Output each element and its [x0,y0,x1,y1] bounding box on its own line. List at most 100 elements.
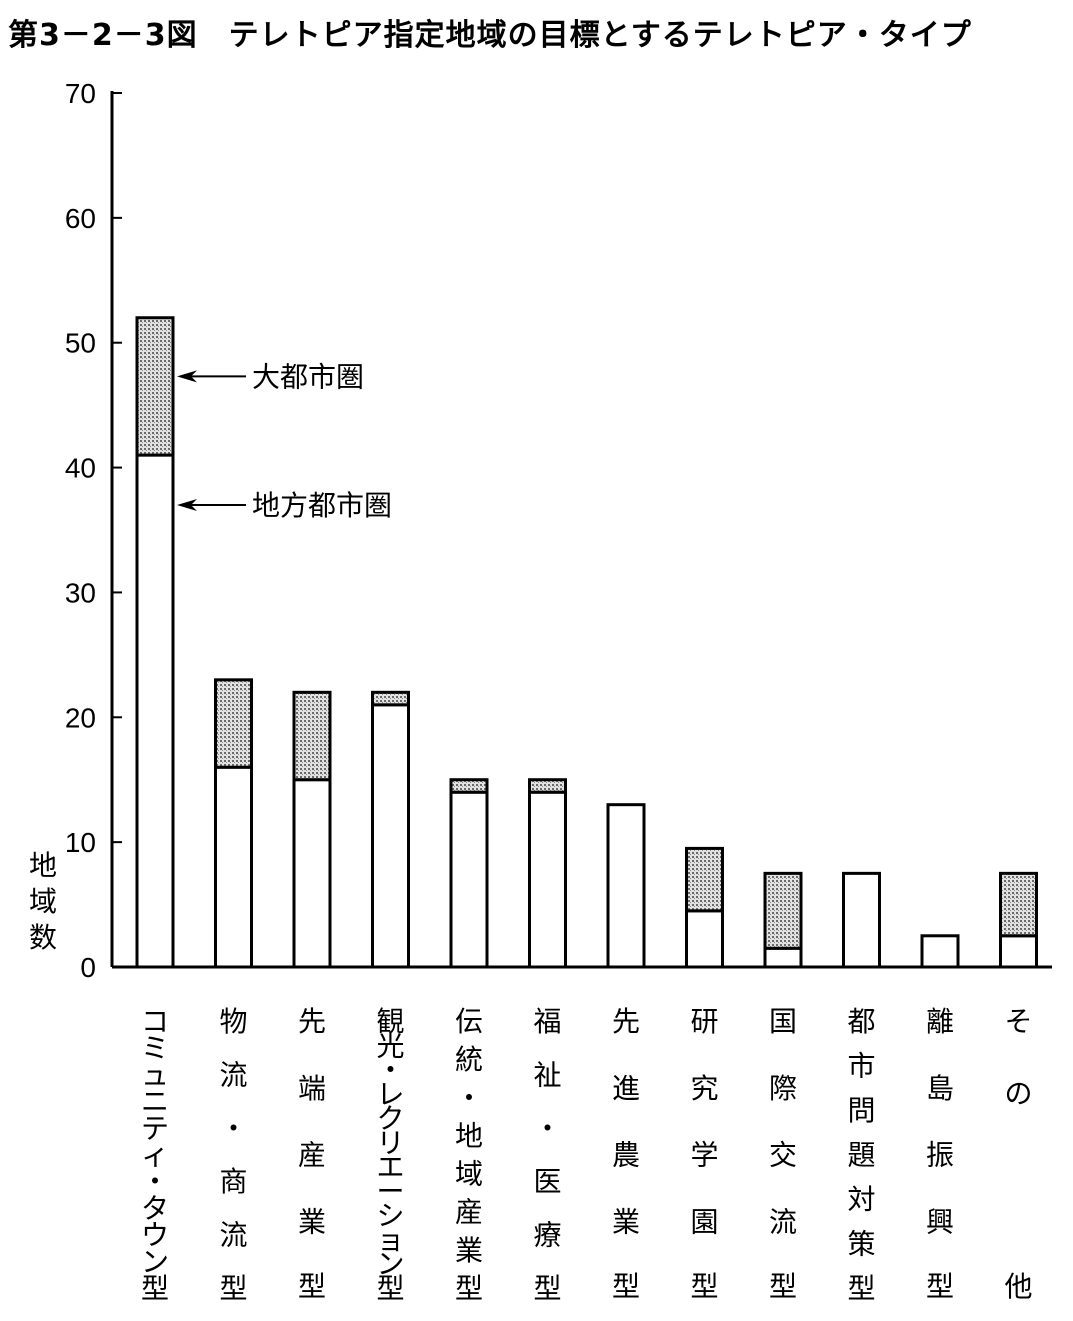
category-label-char: 型 [141,1272,169,1305]
category-label-char: 市 [847,1050,875,1083]
y-tick-label: 50 [65,328,96,359]
category-label-char: ン [141,1245,169,1278]
bar-segment-daitoshi [685,846,724,913]
category-label-char: 型 [533,1272,561,1305]
bar-segment-daitoshi [371,690,410,707]
category-label-char: ・ [533,1112,561,1145]
category-label-char: 統 [455,1043,483,1076]
y-tick-label: 30 [65,577,96,608]
bar-segment-daitoshi [763,871,803,950]
bar-segment-chiho [685,909,724,969]
category-label-char: 興 [926,1205,954,1238]
category-label-char: 研 [690,1005,718,1038]
y-tick-label: 20 [65,702,96,733]
category-label-char: レ [376,1078,404,1111]
category-label-char: ィ [141,1139,169,1172]
y-tick-label: 0 [80,952,96,983]
category-label-char: 際 [769,1072,797,1105]
category-label-char: 福 [533,1005,561,1038]
category-label-char: 都 [847,1005,875,1038]
category-label-char: 地 [455,1119,483,1152]
category-label-char: シ [376,1199,404,1232]
category-label-char: 型 [769,1270,797,1303]
category-label-char: 題 [847,1139,875,1172]
category-label-char: 離 [926,1005,954,1038]
category-label-char: 業 [298,1205,326,1238]
y-axis-label-char: 数 [29,921,57,954]
category-label-char: 対 [847,1183,875,1216]
y-axis-label-char: 地 [29,849,57,882]
category-label-char: ン [376,1248,404,1281]
bar-segment-chiho [842,871,881,969]
category-label-char: 交 [769,1139,797,1172]
category-label-char: ー [376,1175,404,1208]
category-label-char: 進 [612,1072,640,1105]
bar-segment-daitoshi [449,778,489,794]
category-label-char: ・ [455,1081,483,1114]
bar-segment-daitoshi [214,678,253,769]
category-label-char: ウ [141,1219,169,1252]
annotation-label: 大都市圏 [252,360,364,393]
category-label-char: 療 [533,1219,561,1252]
category-label-char: 型 [926,1270,954,1303]
bar-segment-chiho [371,703,410,969]
bar-segment-daitoshi [999,871,1038,938]
category-label-char: 産 [455,1196,483,1229]
bar-segment-chiho [999,934,1038,969]
category-label-char: ュ [141,1058,169,1091]
category-label-char: 型 [298,1270,326,1303]
category-label-char: 端 [298,1072,326,1105]
category-label-char: 域 [455,1158,483,1191]
category-label-char: 島 [926,1072,954,1105]
bar-segment-chiho [214,765,253,969]
category-label-char: 流 [769,1205,797,1238]
category-label-char: エ [376,1151,404,1184]
bar-segment-chiho [135,453,175,969]
y-tick-label: 10 [65,827,96,858]
category-label-char: 園 [690,1205,718,1238]
category-label-char: ク [376,1102,404,1135]
category-label-char: 物 [219,1005,247,1038]
bar-segment-daitoshi [528,778,567,794]
bar-segment-chiho [528,790,567,969]
category-label-char: 医 [533,1165,561,1198]
bar-segment-daitoshi [292,690,332,782]
category-label-char: 業 [612,1205,640,1238]
category-label-char: 農 [612,1139,640,1172]
category-label-char: 型 [376,1272,404,1305]
category-label-char: 光 [376,1029,404,1062]
category-label-char: 伝 [455,1005,483,1038]
category-label-char: 究 [690,1072,718,1105]
annotation-label: 地方都市圏 [252,489,392,522]
bar-segment-chiho [920,934,960,969]
category-label-char: ョ [376,1223,404,1256]
chart-title: 第3－2－3図 テレトピア指定地域の目標とするテレトピア・タイプ [8,18,972,53]
category-label-char: の [1004,1077,1032,1110]
y-tick-label: 70 [65,78,96,109]
category-label-char: テ [141,1112,169,1145]
category-label-char: 型 [690,1270,718,1303]
category-label-char: ミ [141,1032,169,1065]
category-label-char: 型 [847,1272,875,1305]
category-label-char: ニ [141,1085,169,1118]
category-label-char: 祉 [533,1058,561,1091]
category-label-char: 先 [612,1005,640,1038]
category-label-char: 問 [847,1094,875,1127]
category-label-char: 商 [219,1165,247,1198]
bar-segment-daitoshi [135,316,175,457]
category-label-char: 産 [298,1139,326,1172]
category-label-char: コ [141,1005,169,1038]
category-label-char: 観 [376,1005,404,1038]
category-label-char: 他 [1004,1270,1032,1303]
y-tick-label: 60 [65,203,96,234]
category-label-char: 流 [219,1219,247,1252]
category-label-char: 業 [455,1234,483,1267]
bar-segment-chiho [606,803,646,969]
category-label-char: 先 [298,1005,326,1038]
category-label-char: 型 [455,1272,483,1305]
category-label-char: 型 [219,1272,247,1305]
category-label-char: ・ [219,1112,247,1145]
category-label-char: 流 [219,1058,247,1091]
category-label-char: 振 [926,1139,954,1172]
category-label-char: 策 [847,1228,875,1261]
